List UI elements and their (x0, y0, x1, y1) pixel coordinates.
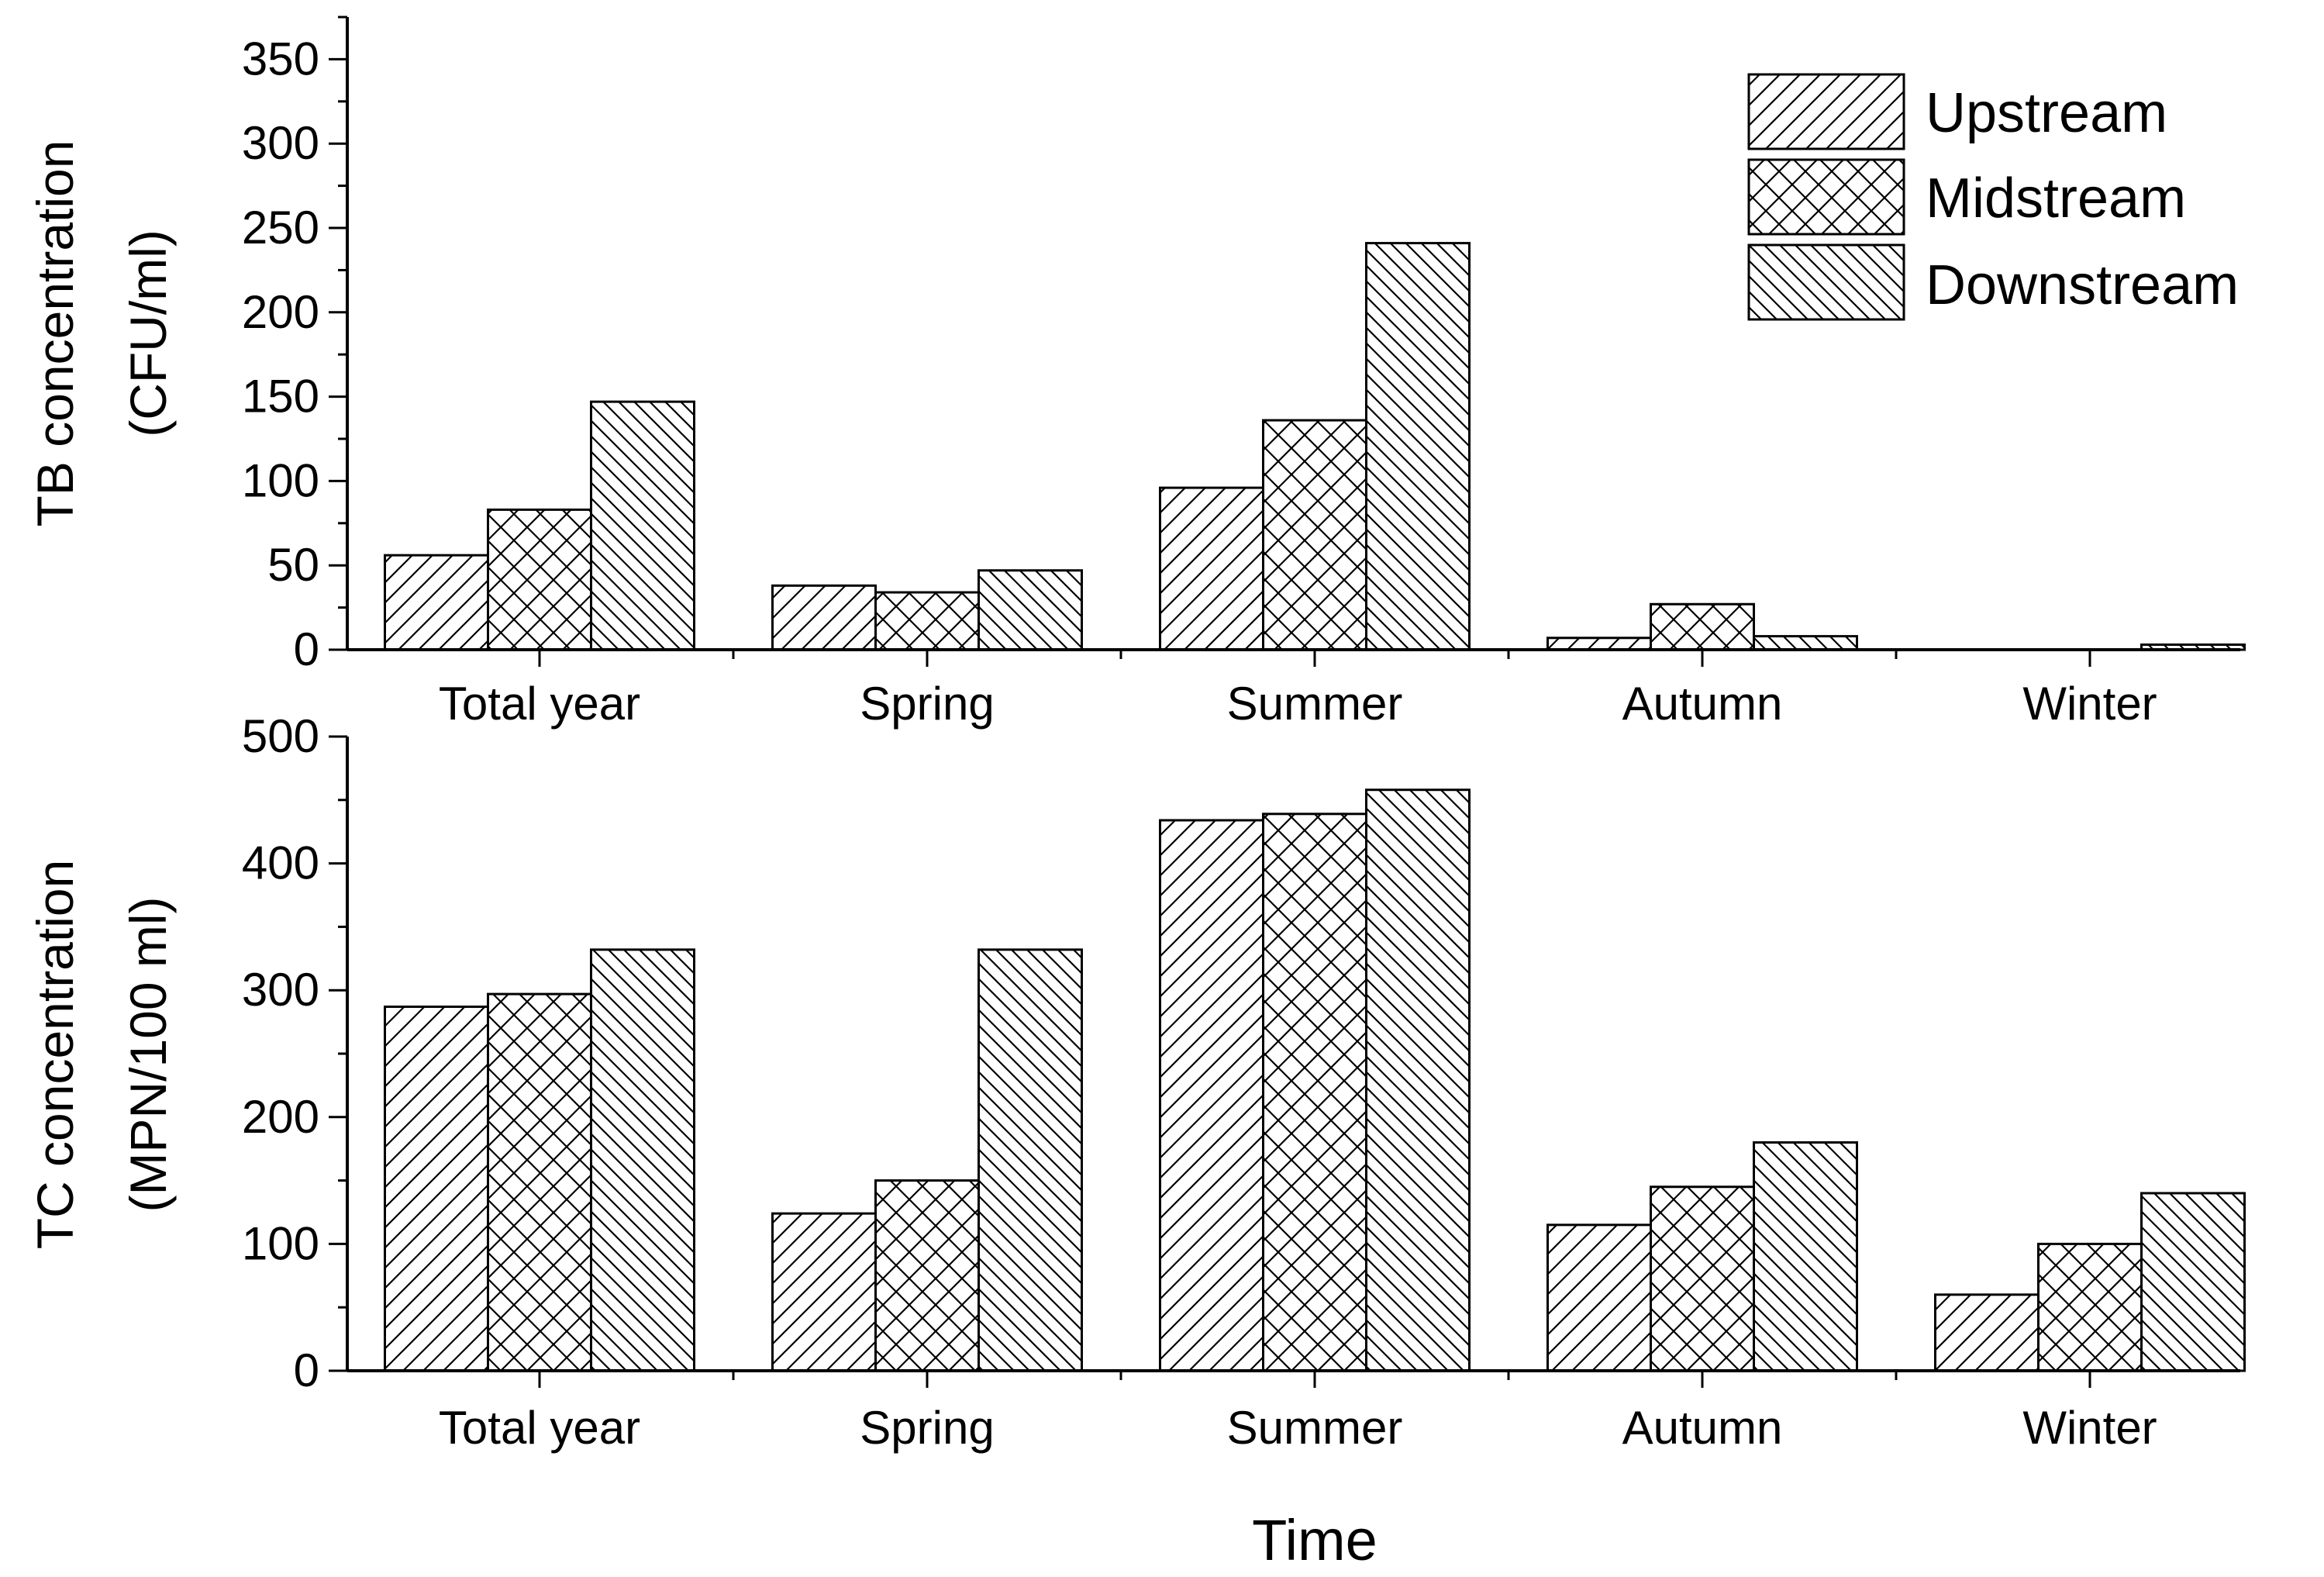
tb-bar-upstream-total-year (384, 554, 489, 651)
tc-bars (384, 788, 2246, 1372)
tc-bar-upstream-winter (1934, 1293, 2040, 1372)
tb-x-tick-label: Autumn (1622, 678, 1783, 730)
tb-bar-midstream-autumn (1650, 602, 1755, 651)
tc-y-tick-label: 500 (242, 710, 319, 762)
tc-y-axis-title: TC concentration (26, 860, 84, 1250)
tb-y-tick-label: 0 (294, 623, 319, 675)
x-axis-title: Time (1252, 1508, 1378, 1572)
tc-x-tick-label: Autumn (1622, 1402, 1783, 1454)
legend-swatch-midstream (1747, 158, 1905, 236)
tb-bar-upstream-spring (771, 584, 877, 651)
tc-y-tick-label: 400 (242, 837, 319, 889)
tc-bar-downstream-spring (978, 948, 1083, 1372)
tc-y-ticks: 0 100 200 300 400 500 (242, 710, 347, 1396)
tb-bar-downstream-autumn (1753, 635, 1858, 651)
tb-bar-downstream-summer (1365, 242, 1471, 651)
tc-bar-downstream-summer (1365, 788, 1471, 1372)
tc-bar-midstream-winter (2037, 1242, 2143, 1372)
tc-bar-downstream-winter (2140, 1192, 2246, 1372)
tc-x-tick-label: Summer (1227, 1402, 1403, 1454)
tb-bar-midstream-total-year (487, 508, 592, 651)
legend: Upstream Midstream Downstream (1747, 73, 2239, 321)
tc-x-tick-label: Spring (860, 1402, 994, 1454)
tb-bar-midstream-spring (874, 591, 980, 651)
legend-label-downstream: Downstream (1926, 254, 2239, 316)
tc-chart: 0 100 200 300 400 500 Total year Spring Summer A… (26, 710, 2246, 1572)
legend-swatch-downstream (1747, 243, 1905, 321)
tc-bar-downstream-autumn (1753, 1141, 1858, 1372)
tb-y-tick-label: 100 (242, 454, 319, 506)
tb-y-tick-label: 350 (242, 33, 319, 85)
tb-x-ticks: Total year Spring Summer Autumn Winter (439, 650, 2157, 730)
tc-bar-midstream-spring (874, 1179, 980, 1372)
tb-chart: 0 50 100 150 200 250 300 350 Total year Spring Su… (26, 16, 2246, 730)
tb-bar-upstream-autumn (1546, 637, 1652, 651)
tc-bar-midstream-total-year (487, 992, 592, 1372)
tb-x-tick-label: Spring (860, 678, 994, 730)
legend-label-upstream: Upstream (1926, 82, 2167, 144)
tc-y-axis-unit: (MPN/100 ml) (119, 896, 177, 1212)
tc-bar-upstream-total-year (384, 1005, 489, 1372)
tc-x-tick-label: Winter (2022, 1402, 2157, 1454)
tb-y-tick-label: 150 (242, 371, 319, 423)
tc-bar-upstream-summer (1159, 819, 1264, 1372)
tc-bar-midstream-summer (1262, 813, 1367, 1372)
tc-y-tick-label: 200 (242, 1091, 319, 1143)
tb-bar-downstream-total-year (590, 400, 695, 651)
tb-x-tick-label: Total year (439, 678, 640, 730)
tb-x-tick-label: Winter (2022, 678, 2157, 730)
tc-bar-downstream-total-year (590, 948, 695, 1372)
tc-bar-midstream-autumn (1650, 1185, 1755, 1372)
tc-bar-upstream-autumn (1546, 1223, 1652, 1372)
tb-y-axis-title: TB concentration (26, 140, 84, 527)
tb-bar-midstream-summer (1262, 419, 1367, 651)
tb-x-tick-label: Summer (1227, 678, 1403, 730)
tb-bar-upstream-summer (1159, 486, 1264, 651)
legend-label-midstream: Midstream (1926, 167, 2186, 229)
tb-y-axis-unit: (CFU/ml) (119, 229, 177, 437)
tb-bar-downstream-spring (978, 569, 1083, 651)
tc-y-tick-label: 100 (242, 1217, 319, 1269)
legend-swatch-upstream (1747, 73, 1905, 150)
tb-bars (384, 242, 2246, 651)
tc-x-ticks: Total year Spring Summer Autumn Winter (439, 1371, 2157, 1454)
tc-x-tick-label: Total year (439, 1402, 640, 1454)
tb-y-tick-label: 50 (267, 539, 319, 591)
tc-bar-upstream-spring (771, 1212, 877, 1372)
tc-y-tick-label: 0 (294, 1344, 319, 1396)
tb-y-tick-label: 250 (242, 202, 319, 254)
tb-y-ticks: 0 50 100 150 200 250 300 350 (242, 16, 347, 675)
tb-y-tick-label: 300 (242, 117, 319, 169)
tb-y-tick-label: 200 (242, 286, 319, 338)
tc-y-tick-label: 300 (242, 964, 319, 1016)
